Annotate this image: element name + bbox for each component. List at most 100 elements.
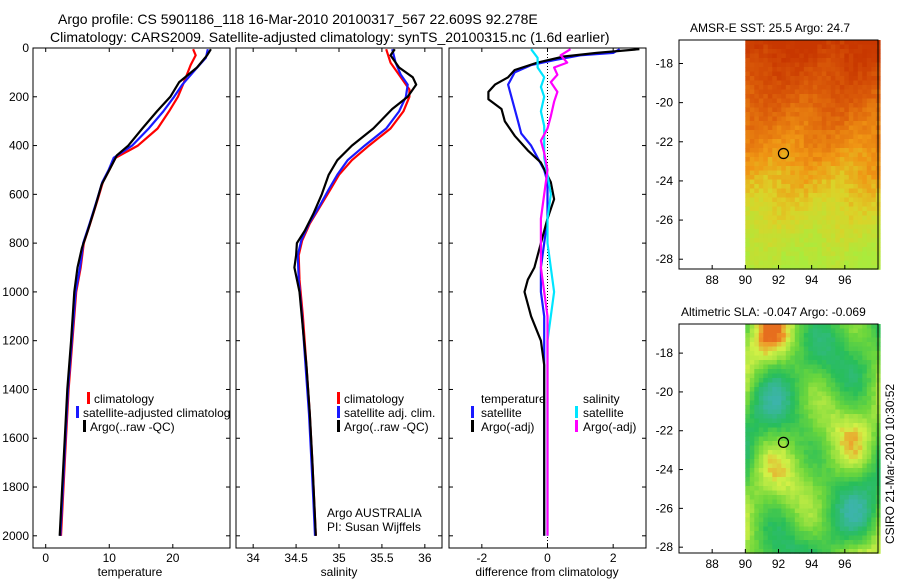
heatmap-cell — [772, 67, 778, 72]
heatmap-cell — [866, 517, 872, 523]
heatmap-cell — [817, 260, 823, 266]
heatmap-cell — [794, 170, 800, 176]
heatmap-cell — [826, 463, 832, 469]
heatmap-cell — [830, 504, 836, 509]
heatmap-cell — [862, 71, 868, 77]
heatmap-cell — [821, 125, 827, 131]
heatmap-cell — [857, 251, 863, 257]
heatmap-cell — [857, 526, 863, 532]
heatmap-cell — [857, 76, 863, 81]
heatmap-cell — [839, 490, 845, 496]
heatmap-cell — [794, 544, 800, 550]
heatmap-cell — [817, 130, 823, 135]
heatmap-cell — [853, 265, 859, 270]
heatmap-cell — [790, 540, 796, 545]
heatmap-cell — [758, 373, 764, 379]
heatmap-cell — [781, 454, 787, 460]
heatmap-cell — [817, 125, 823, 131]
heatmap-cell — [817, 414, 823, 419]
heatmap-cell — [776, 134, 782, 140]
heatmap-cell — [857, 188, 863, 194]
heatmap-cell — [790, 526, 796, 532]
heatmap-cell — [763, 378, 769, 383]
heatmap-cell — [767, 490, 773, 496]
heatmap-cell — [763, 477, 769, 482]
heatmap-cell — [844, 58, 850, 63]
heatmap-cell — [826, 233, 832, 239]
heatmap-cell — [767, 342, 773, 347]
heatmap-cell — [830, 220, 836, 225]
heatmap-cell — [749, 481, 755, 487]
heatmap-cell — [826, 184, 832, 189]
heatmap-cell — [830, 58, 836, 63]
heatmap-cell — [835, 211, 841, 216]
heatmap-cell — [844, 98, 850, 104]
heatmap-cell — [763, 242, 769, 248]
heatmap-cell — [871, 103, 877, 108]
heatmap-cell — [862, 364, 868, 370]
heatmap-cell — [826, 53, 832, 59]
heatmap-cell — [785, 499, 791, 505]
heatmap-cell — [844, 445, 850, 451]
heatmap-cell — [848, 513, 854, 518]
heatmap-cell — [799, 364, 805, 370]
heatmap-cell — [817, 373, 823, 379]
heatmap-cell — [826, 40, 832, 45]
heatmap-cell — [745, 40, 751, 45]
heatmap-cell — [808, 215, 814, 221]
heatmap-cell — [781, 373, 787, 379]
heatmap-cell — [821, 504, 827, 509]
heatmap-cell — [767, 504, 773, 509]
heatmap-cell — [812, 71, 818, 77]
heatmap-cell — [754, 202, 760, 207]
heatmap-cell — [821, 53, 827, 59]
heatmap-cell — [794, 499, 800, 505]
heatmap-cell — [781, 247, 787, 252]
heatmap-cell — [803, 418, 809, 424]
heatmap-cell — [808, 58, 814, 63]
heatmap-cell — [857, 71, 863, 77]
heatmap-cell — [785, 229, 791, 234]
heatmap-cell — [749, 531, 755, 536]
heatmap-cell — [826, 522, 832, 527]
heatmap-cell — [862, 121, 868, 126]
heatmap-cell — [821, 468, 827, 473]
heatmap-cell — [776, 233, 782, 239]
heatmap-cell — [749, 157, 755, 162]
heatmap-cell — [785, 418, 791, 424]
heatmap-cell — [799, 152, 805, 158]
heatmap-cell — [821, 369, 827, 374]
heatmap-cell — [772, 193, 778, 198]
heatmap-cell — [803, 206, 809, 212]
heatmap-cell — [835, 387, 841, 392]
heatmap-cell — [799, 450, 805, 455]
heatmap-cell — [763, 423, 769, 428]
heatmap-cell — [857, 116, 863, 122]
heatmap-cell — [781, 414, 787, 419]
heatmap-cell — [763, 211, 769, 216]
heatmap-cell — [790, 233, 796, 239]
heatmap-cell — [785, 468, 791, 473]
heatmap-cell — [794, 387, 800, 392]
heatmap-cell — [803, 364, 809, 370]
heatmap-cell — [763, 238, 769, 243]
heatmap-cell — [835, 130, 841, 135]
heatmap-cell — [745, 427, 751, 433]
heatmap-cell — [745, 463, 751, 469]
heatmap-cell — [763, 454, 769, 460]
heatmap-cell — [862, 157, 868, 162]
heatmap-cell — [853, 53, 859, 59]
heatmap-cell — [794, 130, 800, 135]
map-x-tick-label: 90 — [739, 557, 753, 571]
heatmap-cell — [817, 256, 823, 261]
heatmap-cell — [862, 328, 868, 334]
heatmap-cell — [767, 373, 773, 379]
heatmap-cell — [826, 324, 832, 329]
heatmap-cell — [776, 328, 782, 334]
heatmap-cell — [781, 342, 787, 347]
heatmap-cell — [844, 103, 850, 108]
heatmap-cell — [754, 499, 760, 505]
heatmap-cell — [767, 143, 773, 149]
heatmap-cell — [749, 549, 755, 554]
heatmap-cell — [866, 522, 872, 527]
